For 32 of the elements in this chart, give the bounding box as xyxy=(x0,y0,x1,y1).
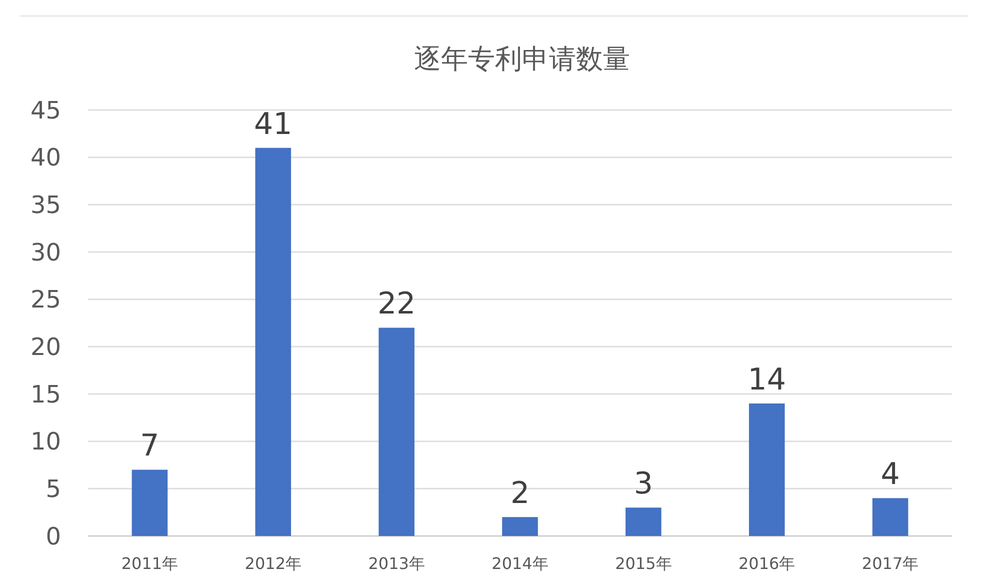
x-tick-label: 2017年 xyxy=(862,554,919,573)
data-label: 41 xyxy=(254,106,292,142)
x-tick-label: 2013年 xyxy=(368,554,425,573)
y-tick-label: 40 xyxy=(30,144,61,172)
x-tick-label: 2014年 xyxy=(492,554,548,573)
bar xyxy=(255,148,292,536)
data-label: 7 xyxy=(140,428,160,464)
y-tick-label: 20 xyxy=(30,333,61,362)
y-tick-label: 35 xyxy=(30,191,61,220)
y-tick-label: 5 xyxy=(46,475,61,504)
y-tick-label: 15 xyxy=(30,380,61,408)
data-label: 4 xyxy=(880,457,900,492)
x-tick-label: 2015年 xyxy=(615,554,672,573)
data-label: 14 xyxy=(748,362,786,398)
data-label: 22 xyxy=(377,286,416,322)
bar xyxy=(872,498,908,536)
data-label: 3 xyxy=(634,466,653,502)
bar xyxy=(502,517,538,536)
chart-title: 逐年专利申请数量 xyxy=(414,44,630,75)
y-tick-label: 30 xyxy=(30,238,61,266)
x-tick-label: 2011年 xyxy=(121,554,178,573)
y-tick-label: 45 xyxy=(30,96,61,124)
bar xyxy=(378,328,414,536)
bar xyxy=(748,403,785,536)
x-tick-label: 2016年 xyxy=(738,554,796,573)
y-tick-label: 0 xyxy=(46,522,61,550)
y-tick-label: 10 xyxy=(30,428,61,456)
bar xyxy=(626,508,662,536)
y-tick-label: 25 xyxy=(30,286,61,314)
x-tick-label: 2012年 xyxy=(244,554,302,573)
data-label: 2 xyxy=(510,476,530,512)
bar xyxy=(132,470,168,536)
